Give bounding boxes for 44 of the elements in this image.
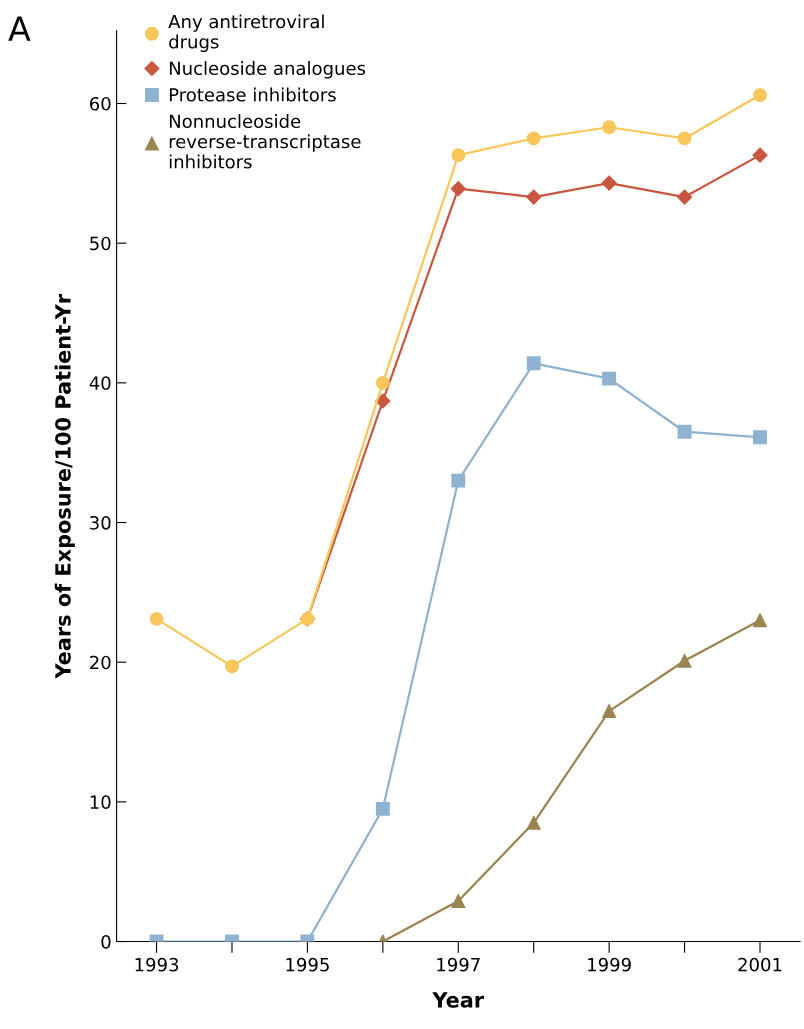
x-tick-label: 1995 <box>286 957 329 972</box>
point <box>526 189 542 205</box>
point <box>526 815 541 830</box>
x-tick-label: 1997 <box>437 957 480 972</box>
y-tick-label: 50 <box>90 236 111 251</box>
point <box>451 894 466 908</box>
point <box>526 356 541 371</box>
x-axis-title: Year <box>432 992 485 1008</box>
point <box>450 181 466 197</box>
x-tick-label: 1999 <box>588 957 631 972</box>
point <box>753 613 767 628</box>
point <box>602 371 617 386</box>
point <box>225 659 239 674</box>
point <box>526 131 541 146</box>
legend-label: Protease inhibitors <box>169 87 336 102</box>
y-tick-label: 0 <box>101 934 111 949</box>
point <box>601 175 617 191</box>
point <box>602 120 617 135</box>
point <box>149 611 164 626</box>
point <box>451 473 466 488</box>
y-tick-label: 10 <box>90 795 111 809</box>
x-tick-label: 1993 <box>135 957 179 972</box>
point <box>375 801 390 816</box>
point <box>375 375 390 390</box>
y-axis-title: Years of Exposure/100 Patient-Yr <box>54 293 75 679</box>
point <box>375 393 391 409</box>
y-tick-label: 40 <box>89 376 111 390</box>
y-tick-label: 30 <box>90 515 111 530</box>
point <box>677 653 692 668</box>
point <box>677 131 692 146</box>
y-tick-label: 60 <box>90 96 111 111</box>
point <box>677 189 693 205</box>
point <box>753 88 767 103</box>
legend-label: Any antiretroviral drugs <box>168 14 324 53</box>
y-tick-label: 20 <box>90 655 111 670</box>
point <box>602 704 617 719</box>
legend-label: Nonnucleoside reverse-transcriptase inhibitors <box>169 114 361 169</box>
text: A <box>8 16 31 41</box>
point <box>752 147 768 163</box>
point <box>677 424 692 439</box>
point <box>451 148 466 163</box>
legend-label: Nucleoside analogues <box>169 61 366 79</box>
point <box>753 430 767 445</box>
x-tick-label: 2001 <box>738 957 782 972</box>
